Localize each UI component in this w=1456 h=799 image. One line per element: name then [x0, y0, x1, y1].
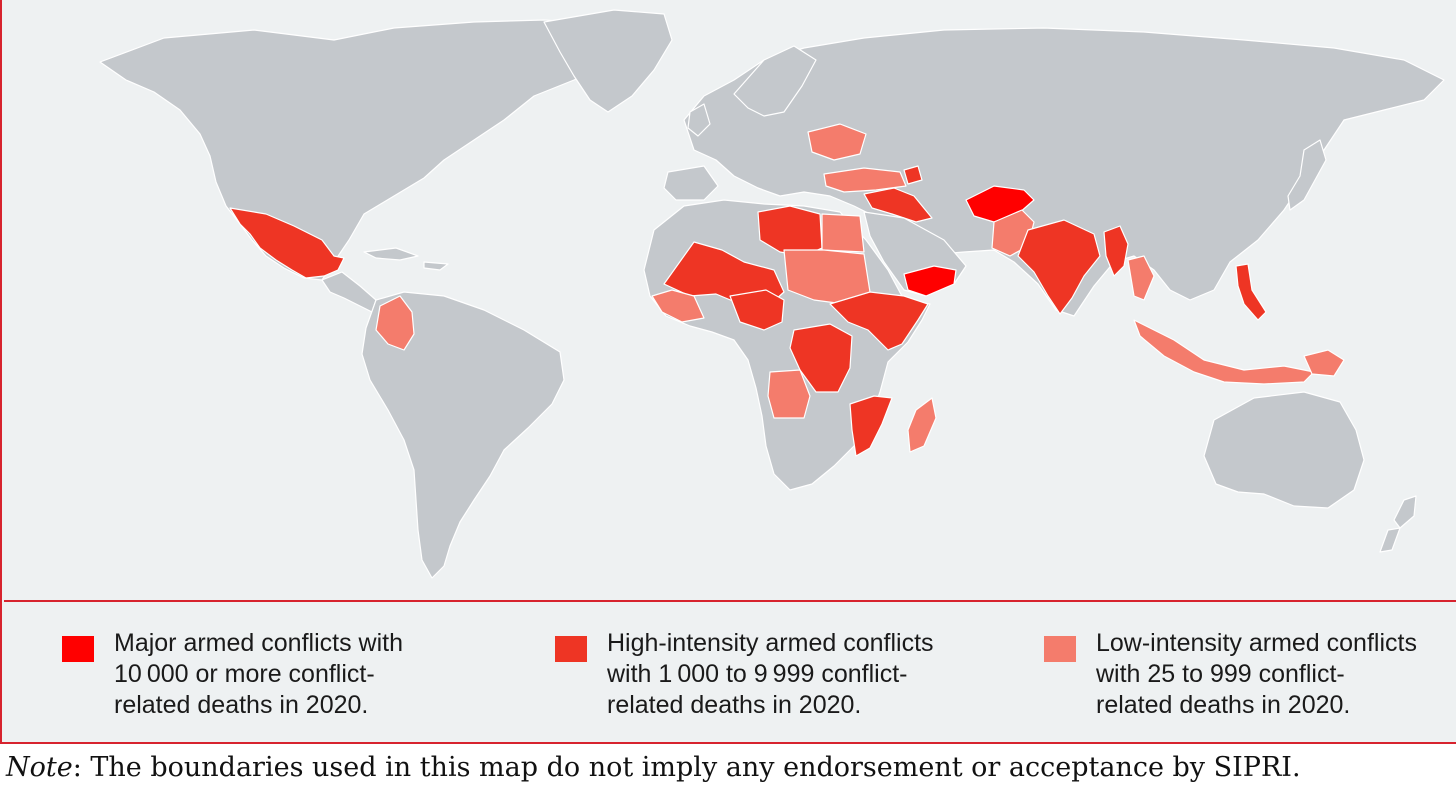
mexico-high-intensity	[229, 207, 345, 279]
note-text: : The boundaries used in this map do not…	[72, 752, 1301, 783]
south-america-landmass	[361, 291, 565, 579]
madagascar-low-intensity	[907, 397, 937, 453]
western-europe-landmass	[663, 103, 719, 201]
legend-text-high: High-intensity armed conflicts with 1 00…	[607, 628, 934, 721]
myanmar-high-intensity	[1103, 225, 1129, 277]
philippines-high-intensity	[1235, 263, 1267, 321]
legend-swatch-high	[555, 636, 587, 662]
legend-swatch-major	[62, 636, 94, 662]
legend-major-line-2: 10 000 or more conflict-	[114, 660, 375, 688]
legend-high-line-1: High-intensity armed conflicts	[607, 629, 934, 657]
papua-new-guinea-low-intensity	[1303, 349, 1345, 377]
mozambique-high-intensity	[849, 395, 893, 457]
map-legend: Major armed conflicts with 10 000 or mor…	[4, 602, 1456, 742]
australia-landmass	[1203, 391, 1365, 509]
eurasia-landmass	[683, 27, 1445, 317]
legend-high-line-2: with 1 000 to 9 999 conflict-	[607, 660, 908, 688]
greenland-landmass	[543, 9, 673, 113]
world-map-svg	[99, 9, 1445, 579]
scandinavia-landmass	[733, 45, 817, 117]
central-america-landmass	[321, 271, 377, 313]
syria-iraq-high-intensity	[863, 187, 933, 223]
angola-low-intensity	[767, 369, 811, 419]
new-zealand-landmass	[1379, 495, 1417, 553]
india-high-intensity	[1017, 219, 1101, 315]
legend-major-line-1: Major armed conflicts with	[114, 629, 403, 657]
legend-low-line-1: Low-intensity armed conflicts	[1096, 629, 1417, 657]
legend-item-low: Low-intensity armed conflicts with 25 to…	[1044, 628, 1417, 721]
legend-text-major: Major armed conflicts with 10 000 or mor…	[114, 628, 403, 721]
japan-landmass	[1287, 139, 1327, 211]
caribbean-islands	[363, 247, 449, 271]
nigeria-high-intensity	[729, 289, 785, 331]
legend-swatch-low	[1044, 636, 1076, 662]
legend-text-low: Low-intensity armed conflicts with 25 to…	[1096, 628, 1417, 721]
ukraine-low-intensity	[807, 123, 867, 161]
legend-divider	[4, 600, 1456, 602]
map-note: Note: The boundaries used in this map do…	[6, 752, 1301, 783]
legend-major-line-3: related deaths in 2020.	[114, 691, 369, 719]
legend-item-high: High-intensity armed conflicts with 1 00…	[555, 628, 934, 721]
legend-high-line-3: related deaths in 2020.	[607, 691, 862, 719]
caucasus-high-intensity	[903, 165, 923, 185]
indonesia-low-intensity	[1133, 319, 1315, 385]
east-africa-high-intensity	[829, 291, 929, 351]
north-america-landmass	[99, 19, 645, 281]
yemen-major-armed-conflict	[903, 265, 957, 297]
legend-low-line-3: related deaths in 2020.	[1096, 691, 1351, 719]
colombia-low-intensity	[375, 295, 415, 351]
drc-high-intensity	[789, 323, 853, 393]
legend-item-major: Major armed conflicts with 10 000 or mor…	[62, 628, 403, 721]
note-label: Note	[6, 752, 73, 783]
figure-frame: Major armed conflicts with 10 000 or mor…	[0, 0, 1456, 744]
world-map	[4, 0, 1456, 600]
legend-low-line-2: with 25 to 999 conflict-	[1096, 660, 1345, 688]
egypt-low-intensity	[821, 213, 865, 253]
west-africa-low-intensity	[651, 289, 705, 323]
thailand-low-intensity	[1127, 255, 1155, 301]
